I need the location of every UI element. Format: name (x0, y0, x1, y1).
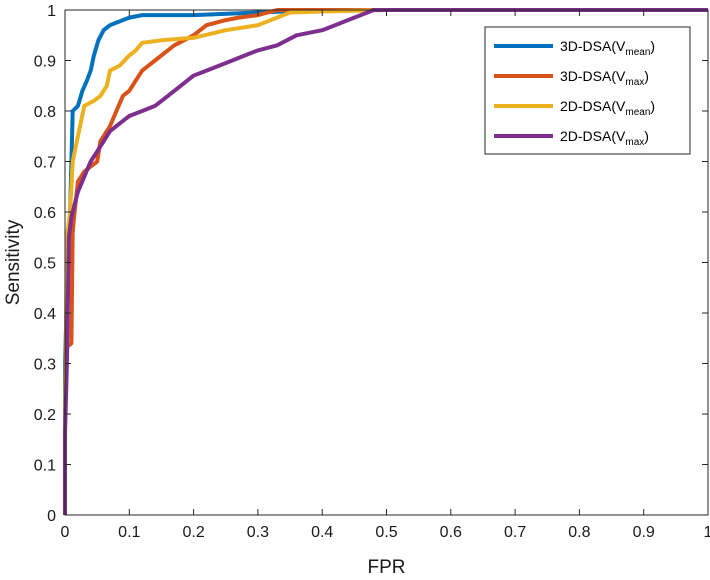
legend-label-main: 3D-DSA(V (560, 68, 626, 84)
legend-label: 3D-DSA(Vmax) (560, 68, 649, 88)
y-axis-title: Sensitivity (3, 219, 24, 305)
legend-box (484, 26, 691, 155)
legend-label-main: 3D-DSA(V (560, 38, 626, 54)
series-line-4 (63, 8, 708, 515)
y-tick-label: 0.7 (34, 155, 56, 172)
legend-label-end: ) (650, 98, 655, 114)
y-tick-label: 1 (47, 3, 56, 20)
legend-label: 3D-DSA(Vmean) (560, 38, 655, 58)
y-tick-label: 0.9 (34, 54, 56, 71)
ticks-layer: 0 0.1 0.2 0.3 0.4 0.5 0.6 0.7 0.8 0.9 1 0 0.1 0.2 0.3 0… (34, 3, 710, 541)
x-tick-label: 0.5 (375, 524, 397, 541)
legend-label-subscript: max (625, 77, 644, 88)
y-tick-label: 0.8 (34, 104, 56, 121)
y-tick-label: 0.2 (34, 407, 56, 424)
y-tick-label: 0.6 (34, 205, 56, 222)
y-tick-label: 0.3 (34, 357, 56, 374)
legend-label-subscript: mean (625, 47, 650, 58)
x-axis-title: FPR (368, 557, 406, 578)
series-layer (63, 8, 708, 515)
legend-label-subscript: max (625, 137, 644, 148)
legend-label: 2D-DSA(Vmax) (560, 128, 649, 148)
x-tick-label: 0.9 (633, 524, 655, 541)
legend: 3D-DSA(Vmean)3D-DSA(Vmax)2D-DSA(Vmean)2D… (484, 26, 691, 155)
legend-label-subscript: mean (625, 107, 650, 118)
legend-label-end: ) (644, 68, 649, 84)
x-tick-label: 0.3 (247, 524, 269, 541)
x-tick-label: 0.8 (568, 524, 590, 541)
x-tick-label: 0.2 (182, 524, 204, 541)
y-tick-label: 0 (47, 508, 56, 525)
x-tick-label: 0.4 (311, 524, 333, 541)
x-tick-label: 0.1 (118, 524, 140, 541)
series-line-2 (63, 8, 708, 350)
legend-label: 2D-DSA(Vmean) (560, 98, 655, 118)
x-tick-label: 0 (61, 524, 70, 541)
legend-label-main: 2D-DSA(V (560, 128, 626, 144)
y-tick-label: 0.5 (34, 256, 56, 273)
x-tick-label: 0.6 (440, 524, 462, 541)
y-tick-label: 0.4 (34, 306, 56, 323)
legend-label-end: ) (644, 128, 649, 144)
legend-label-main: 2D-DSA(V (560, 98, 626, 114)
x-tick-label: 0.7 (504, 524, 526, 541)
x-tick-label: 1 (704, 524, 710, 541)
y-tick-label: 0.1 (34, 458, 56, 475)
series-line-3 (63, 8, 708, 515)
legend-label-end: ) (650, 38, 655, 54)
